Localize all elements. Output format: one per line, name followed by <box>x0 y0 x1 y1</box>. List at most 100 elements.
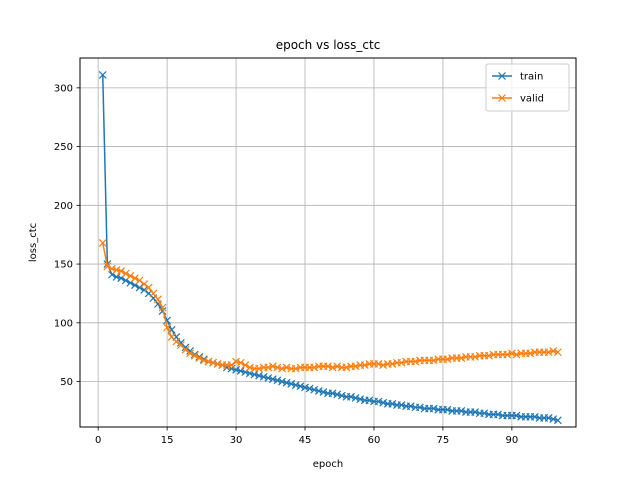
marker-stroke <box>278 364 286 373</box>
marker-stroke <box>374 359 383 368</box>
data-point-train <box>388 399 397 408</box>
marker-stroke <box>305 384 314 393</box>
data-point-valid <box>204 357 213 366</box>
marker-stroke <box>255 371 263 380</box>
data-point-valid <box>291 364 300 373</box>
marker-stroke <box>388 359 397 368</box>
data-point-valid <box>121 269 130 278</box>
marker-stroke <box>190 350 199 359</box>
data-point-valid <box>144 283 153 292</box>
data-point-valid <box>163 323 172 332</box>
data-point-valid <box>457 354 466 362</box>
data-point-train <box>429 404 438 413</box>
marker-stroke <box>190 351 199 360</box>
data-point-valid <box>328 363 337 372</box>
data-point-valid <box>103 262 112 271</box>
data-point-valid <box>471 352 480 361</box>
marker-stroke <box>236 367 245 375</box>
data-point-train <box>319 388 328 397</box>
data-point-train <box>135 283 144 292</box>
data-point-train <box>181 343 190 352</box>
marker-stroke <box>512 350 521 359</box>
data-point-valid <box>268 362 277 371</box>
data-point-valid <box>324 362 332 371</box>
marker-stroke <box>526 349 535 358</box>
data-point-train <box>236 367 245 375</box>
data-point-train <box>227 364 236 373</box>
marker-stroke <box>310 363 319 372</box>
marker-stroke <box>351 394 360 402</box>
data-point-valid <box>232 357 240 366</box>
data-point-train <box>544 414 553 422</box>
data-point-valid <box>553 348 562 357</box>
marker-stroke <box>149 289 158 298</box>
data-point-train <box>549 415 558 424</box>
data-point-valid <box>333 362 342 371</box>
marker-stroke <box>209 358 218 367</box>
marker-stroke <box>360 361 369 370</box>
marker-stroke <box>498 94 506 102</box>
marker-stroke <box>388 399 397 408</box>
marker-stroke <box>328 363 337 372</box>
marker-stroke <box>549 347 558 355</box>
marker-stroke <box>140 280 149 288</box>
data-point-valid <box>140 280 149 288</box>
marker-stroke <box>227 361 236 370</box>
data-point-valid <box>264 363 273 372</box>
marker-stroke <box>494 410 503 419</box>
y-tick-label: 300 <box>54 83 73 94</box>
data-point-valid <box>181 345 190 354</box>
x-tick-label: 30 <box>230 435 243 446</box>
data-point-valid <box>199 356 208 365</box>
marker-stroke <box>268 375 277 384</box>
marker-stroke <box>416 403 424 412</box>
marker-stroke <box>397 358 406 367</box>
marker-stroke <box>291 364 300 373</box>
marker-stroke <box>512 411 521 420</box>
data-point-valid <box>153 295 162 304</box>
marker-stroke <box>273 376 282 385</box>
marker-stroke <box>112 266 121 274</box>
data-point-train <box>347 392 355 401</box>
marker-stroke <box>342 363 351 372</box>
data-point-valid <box>549 347 558 355</box>
data-point-valid <box>131 274 139 283</box>
marker-stroke <box>310 385 319 394</box>
data-point-train <box>333 390 342 399</box>
marker-stroke <box>199 355 208 364</box>
marker-stroke <box>158 307 167 315</box>
data-point-valid <box>342 363 351 372</box>
data-point-valid <box>186 349 195 358</box>
data-point-valid <box>429 356 438 365</box>
marker-stroke <box>319 388 328 397</box>
data-point-train <box>328 389 337 398</box>
marker-stroke <box>227 364 236 373</box>
data-point-train <box>374 397 383 406</box>
data-point-train <box>278 377 286 386</box>
data-point-valid <box>190 351 199 360</box>
data-point-train <box>494 410 503 419</box>
marker-stroke <box>140 285 149 294</box>
marker-stroke <box>507 349 516 358</box>
marker-stroke <box>337 391 346 400</box>
data-point-valid <box>484 351 493 360</box>
marker-stroke <box>112 273 121 281</box>
axis-ticks: 0 15 30 45 60 75 90 50 100 150 200 250 300 <box>54 83 518 446</box>
data-point-train <box>457 406 466 415</box>
data-point-train <box>301 383 309 392</box>
data-point-valid <box>282 363 291 372</box>
marker-stroke <box>135 276 144 285</box>
data-point-train <box>416 403 424 412</box>
data-point-train <box>553 416 562 425</box>
marker-stroke <box>443 405 452 414</box>
marker-stroke <box>351 362 360 371</box>
marker-stroke <box>484 351 493 360</box>
data-point-train <box>337 391 346 400</box>
marker-stroke <box>158 303 167 312</box>
data-point-train <box>351 394 360 402</box>
marker-stroke <box>544 348 553 357</box>
x-tick-label: 75 <box>437 435 450 446</box>
marker-stroke <box>163 316 172 325</box>
marker-stroke <box>241 361 250 370</box>
data-point-train <box>512 411 521 420</box>
